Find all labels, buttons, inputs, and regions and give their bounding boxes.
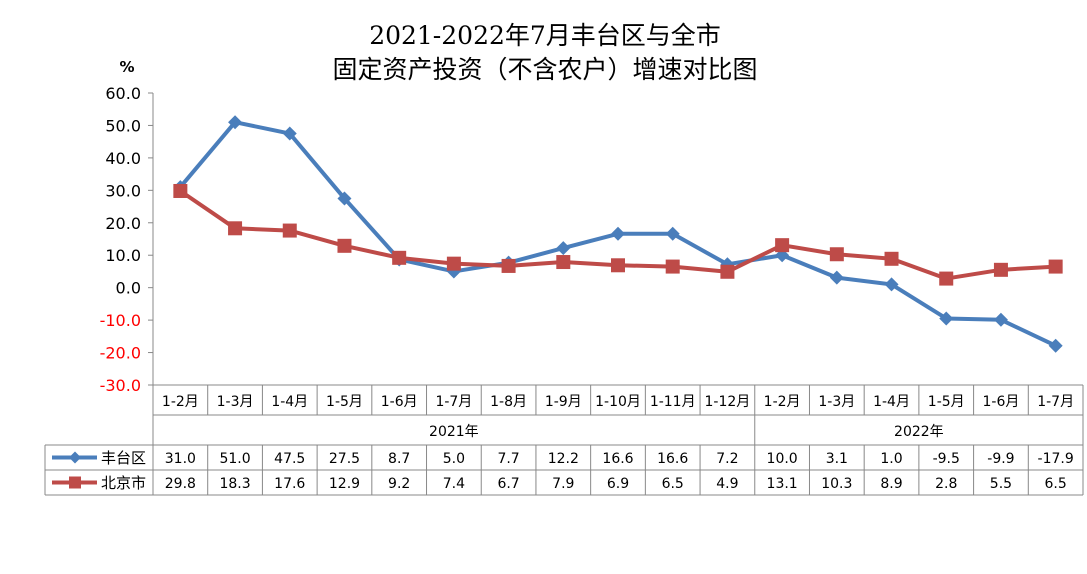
table-value: 4.9 [716, 476, 738, 492]
data-point [611, 226, 625, 241]
data-point [1048, 259, 1063, 274]
data-point [611, 258, 625, 273]
legend-square-icon [69, 476, 81, 489]
x-tick-label: 1-7月 [1037, 394, 1074, 410]
y-tick-label: 30.0 [105, 181, 141, 200]
table-value: -9.5 [933, 451, 960, 467]
data-point [228, 115, 243, 130]
table-value: 16.6 [657, 451, 688, 467]
table-value: 5.0 [443, 451, 465, 467]
x-tick-label: 1-3月 [217, 394, 254, 410]
table-value: 27.5 [329, 451, 360, 467]
table-value: 8.7 [388, 451, 410, 467]
legend-diamond-icon [69, 451, 81, 464]
y-tick-label: 10.0 [105, 246, 141, 265]
data-point [446, 256, 461, 271]
y-tick-label: -20.0 [100, 344, 141, 363]
table-value: 16.6 [602, 451, 633, 467]
data-point [665, 259, 680, 274]
table-value: 12.9 [329, 476, 360, 492]
table-value: 5.5 [990, 476, 1012, 492]
data-point [556, 241, 571, 256]
data-point [829, 247, 844, 262]
data-point [939, 311, 954, 326]
table-value: -9.9 [987, 451, 1014, 467]
table-value: 7.2 [716, 451, 738, 467]
data-point [556, 255, 571, 270]
table-value: 47.5 [274, 451, 305, 467]
data-point [993, 312, 1008, 327]
x-tick-label: 1-3月 [818, 394, 855, 410]
y-tick-label: 20.0 [105, 214, 141, 233]
x-group-label: 2021年 [429, 424, 479, 440]
table-value: 2.8 [935, 476, 957, 492]
data-point [775, 238, 790, 253]
y-tick-label: 0.0 [116, 279, 141, 298]
data-point [173, 183, 188, 198]
x-tick-label: 1-4月 [873, 394, 910, 410]
x-tick-label: 1-9月 [545, 394, 582, 410]
table-value: 8.9 [880, 476, 902, 492]
data-point [228, 221, 243, 236]
table-value: 9.2 [388, 476, 410, 492]
data-point [392, 250, 407, 265]
table-value: 7.4 [443, 476, 465, 492]
data-point [282, 223, 297, 238]
y-axis-label: % [119, 58, 134, 76]
data-point [939, 271, 954, 286]
table-value: 3.1 [826, 451, 848, 467]
table-value: 10.0 [767, 451, 798, 467]
y-tick-label: -10.0 [100, 311, 141, 330]
y-tick-label: -30.0 [100, 376, 141, 395]
chart-title-line1: 2021-2022年7月丰台区与全市 [369, 21, 721, 50]
table-value: 12.2 [548, 451, 579, 467]
x-tick-label: 1-7月 [435, 394, 472, 410]
y-tick-label: 40.0 [105, 149, 141, 168]
table-value: 29.8 [165, 476, 196, 492]
x-group-label: 2022年 [894, 424, 944, 440]
table-value: 7.7 [497, 451, 519, 467]
data-point [720, 264, 735, 279]
data-point [884, 277, 899, 292]
x-tick-label: 1-8月 [490, 394, 527, 410]
data-point [829, 270, 844, 285]
table-value: 7.9 [552, 476, 574, 492]
table-value: 51.0 [219, 451, 250, 467]
table-value: 6.9 [607, 476, 629, 492]
table-value: 6.7 [497, 476, 519, 492]
data-point [337, 238, 352, 253]
y-tick-label: 50.0 [105, 116, 141, 135]
x-tick-label: 1-11月 [650, 394, 696, 410]
data-point [501, 258, 516, 273]
table-value: 6.5 [662, 476, 684, 492]
data-point [337, 191, 352, 206]
x-tick-label: 1-6月 [381, 394, 418, 410]
x-tick-label: 1-5月 [326, 394, 363, 410]
data-point [884, 251, 899, 266]
data-point [665, 226, 680, 241]
legend-label: 丰台区 [101, 449, 146, 467]
table-value: 17.6 [274, 476, 305, 492]
table-value: 31.0 [165, 451, 196, 467]
table-value: 1.0 [880, 451, 902, 467]
x-tick-label: 1-12月 [705, 394, 751, 410]
table-value: 18.3 [219, 476, 250, 492]
table-value: 10.3 [821, 476, 852, 492]
x-tick-label: 1-10月 [595, 394, 641, 410]
x-tick-label: 1-5月 [928, 394, 965, 410]
data-point [282, 126, 297, 141]
y-tick-label: 60.0 [105, 84, 141, 103]
data-point [1048, 338, 1063, 353]
x-tick-label: 1-2月 [764, 394, 801, 410]
table-value: -17.9 [1038, 451, 1074, 467]
table-value: 6.5 [1045, 476, 1067, 492]
x-tick-label: 1-6月 [983, 394, 1020, 410]
table-value: 13.1 [767, 476, 798, 492]
legend-label: 北京市 [101, 474, 146, 492]
data-point [993, 262, 1008, 277]
x-tick-label: 1-4月 [271, 394, 308, 410]
x-tick-label: 1-2月 [162, 394, 199, 410]
chart-title-line2: 固定资产投资（不含农户）增速对比图 [332, 55, 757, 84]
